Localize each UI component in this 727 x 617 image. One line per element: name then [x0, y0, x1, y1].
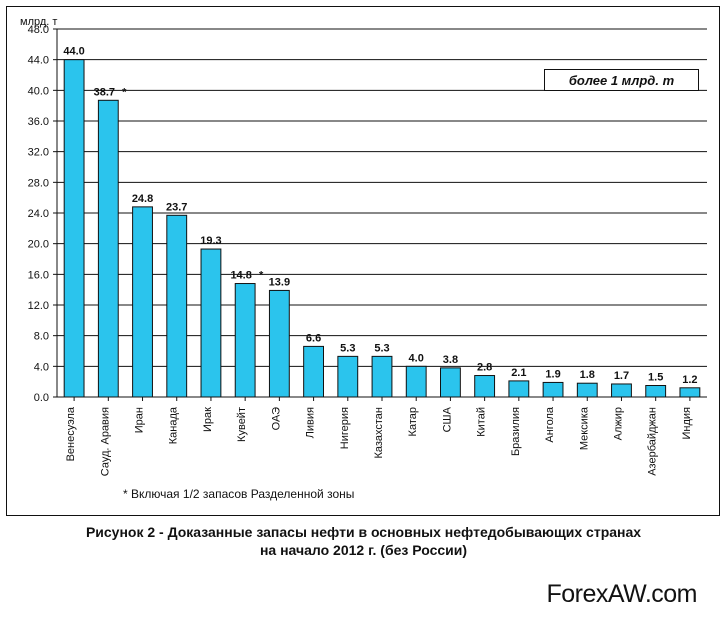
- bar-value-label: 13.9: [269, 276, 290, 288]
- y-tick-label: 48.0: [28, 24, 49, 36]
- bar: [577, 383, 597, 397]
- bar: [338, 356, 358, 397]
- bar: [372, 356, 392, 397]
- category-label: Иран: [134, 407, 146, 433]
- legend-text: более 1 млрд. т: [569, 73, 674, 88]
- legend-box: более 1 млрд. т: [544, 69, 699, 91]
- bar-value-label: 19.3: [200, 235, 221, 247]
- category-label: Азербайджан: [647, 407, 659, 476]
- bar-value-label: 24.8: [132, 193, 153, 205]
- category-label: Китай: [476, 407, 488, 437]
- footnote-text: * Включая 1/2 запасов Разделенной зоны: [123, 487, 354, 501]
- bar: [98, 100, 118, 397]
- chart-frame: млрд. т 0.04.08.012.016.020.024.028.032.…: [6, 6, 720, 516]
- y-tick-label: 0.0: [34, 392, 49, 404]
- y-tick-label: 20.0: [28, 239, 49, 251]
- bar-value-label: 38.7: [94, 86, 115, 98]
- y-tick-label: 40.0: [28, 85, 49, 97]
- bar: [201, 249, 221, 397]
- bar: [64, 60, 84, 397]
- bar-value-label: 2.8: [477, 362, 492, 374]
- bar-value-label: 14.8: [230, 270, 251, 282]
- bar: [133, 207, 153, 397]
- category-label: Мексика: [578, 406, 590, 450]
- y-tick-label: 16.0: [28, 269, 49, 281]
- bar-value-label: 3.8: [443, 354, 458, 366]
- y-tick-label: 12.0: [28, 300, 49, 312]
- category-label: Ливия: [305, 407, 317, 438]
- bar: [646, 386, 666, 398]
- category-label: Казахстан: [373, 407, 385, 459]
- category-label: Кувейт: [236, 407, 248, 442]
- bar-value-label: 23.7: [166, 201, 187, 213]
- category-label: Индия: [681, 407, 693, 440]
- y-tick-label: 44.0: [28, 55, 49, 67]
- category-label: Венесуэла: [65, 406, 77, 461]
- bar: [167, 215, 187, 397]
- bar: [509, 381, 529, 397]
- category-label: Нигерия: [339, 407, 351, 449]
- y-tick-label: 4.0: [34, 361, 49, 373]
- y-tick-label: 36.0: [28, 116, 49, 128]
- category-label: Сауд. Аравия: [99, 407, 111, 476]
- bar: [543, 382, 563, 397]
- bar-value-label: 1.7: [614, 370, 629, 382]
- star-marker: *: [122, 86, 127, 98]
- bar: [304, 346, 324, 397]
- caption-line-2: на начало 2012 г. (без России): [260, 542, 467, 558]
- bar-value-label: 2.1: [511, 367, 526, 379]
- category-label: Катар: [407, 407, 419, 436]
- bar: [406, 366, 426, 397]
- star-marker: *: [259, 270, 264, 282]
- y-tick-label: 28.0: [28, 177, 49, 189]
- caption-line-1: Рисунок 2 - Доказанные запасы нефти в ос…: [86, 524, 641, 540]
- y-tick-label: 32.0: [28, 147, 49, 159]
- bar-value-label: 1.5: [648, 372, 663, 384]
- figure-caption: Рисунок 2 - Доказанные запасы нефти в ос…: [0, 524, 727, 559]
- watermark-text: ForexAW.com: [546, 580, 697, 609]
- bar-value-label: 1.8: [580, 369, 595, 381]
- bar: [441, 368, 461, 397]
- bar-value-label: 5.3: [340, 342, 355, 354]
- category-label: Бразилия: [510, 407, 522, 456]
- category-label: Алжир: [612, 407, 624, 440]
- bar-value-label: 1.2: [682, 374, 697, 386]
- bar-value-label: 6.6: [306, 332, 321, 344]
- category-label: Канада: [168, 406, 180, 444]
- bar-value-label: 44.0: [63, 46, 84, 58]
- bar: [475, 376, 495, 397]
- bar-value-label: 5.3: [374, 342, 389, 354]
- bar: [680, 388, 700, 397]
- category-label: ОАЭ: [270, 407, 282, 430]
- y-tick-label: 8.0: [34, 331, 49, 343]
- category-label: США: [441, 406, 453, 432]
- bar: [235, 284, 255, 397]
- y-tick-label: 24.0: [28, 208, 49, 220]
- category-label: Ирак: [202, 407, 214, 432]
- bar: [612, 384, 632, 397]
- bar-value-label: 1.9: [545, 368, 560, 380]
- category-label: Ангола: [544, 406, 556, 442]
- bar-value-label: 4.0: [409, 352, 424, 364]
- bar: [269, 290, 289, 397]
